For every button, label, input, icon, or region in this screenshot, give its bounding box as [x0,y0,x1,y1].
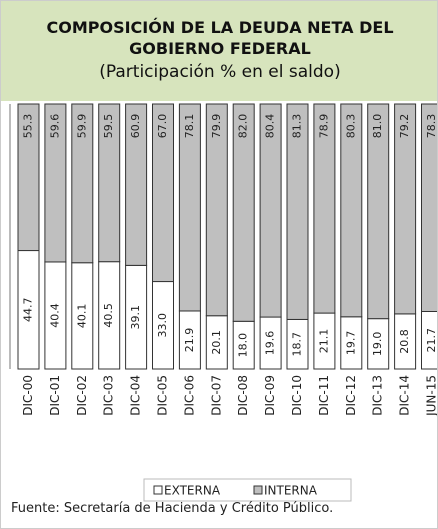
value-label: 81.3 [291,114,304,139]
value-label: 60.9 [129,114,142,139]
chart-title: COMPOSICIÓN DE LA DEUDA NETA DEL GOBIERN… [46,18,394,58]
value-label: 40.1 [75,304,88,329]
value-label: 59.5 [102,114,115,139]
value-label: 82.0 [237,114,250,139]
value-label: 18.7 [291,332,304,357]
bar-segment [178,103,201,312]
value-label: 79.9 [210,114,223,139]
bar-segment [205,103,228,317]
value-label: 40.4 [48,303,61,328]
value-label: 18.0 [237,333,250,358]
x-tick-label: DIC-03 [102,375,116,416]
header: COMPOSICIÓN DE LA DEUDA NETA DEL GOBIERN… [1,1,437,101]
legend-label: EXTERNA [164,484,221,498]
source-note: Fuente: Secretaría de Hacienda y Crédito… [11,501,334,516]
value-label: 19.6 [264,331,277,356]
x-tick-label: DIC-04 [129,375,143,416]
bar-segment [232,103,255,322]
bar-segment [17,103,40,252]
chart-subtitle: (Participación % en el saldo) [99,62,341,82]
bar-segment [125,103,148,266]
x-tick-label: DIC-09 [263,375,277,416]
value-label: 67.0 [156,114,169,139]
value-label: 81.0 [371,114,384,139]
value-label: 19.7 [344,331,357,356]
bar-segment [394,103,417,315]
value-label: 21.9 [183,328,196,353]
x-tick-label: DIC-08 [236,375,250,416]
bar-segment [367,103,390,320]
x-tick-label: DIC-14 [398,375,412,416]
x-tick-label: DIC-13 [371,375,385,416]
value-label: 78.3 [425,114,438,139]
x-tick-label: DIC-02 [75,375,89,416]
value-label: 39.1 [129,305,142,330]
value-label: 21.7 [425,328,438,353]
value-label: 44.7 [22,298,35,323]
x-tick-label: DIC-11 [317,375,331,416]
value-label: 79.2 [398,114,411,139]
legend-label: INTERNA [264,484,318,498]
bar-segment [98,103,121,263]
x-tick-label: DIC-00 [21,375,35,416]
bar-segment [340,103,363,318]
x-tick-label: DIC-05 [156,375,170,416]
value-label: 80.3 [344,114,357,139]
bar-segment [286,103,309,320]
x-tick-label: DIC-01 [48,375,62,416]
value-label: 55.3 [22,114,35,139]
value-label: 80.4 [264,114,277,139]
value-label: 78.9 [317,114,330,139]
value-label: 78.1 [183,114,196,139]
value-label: 59.6 [48,114,61,139]
bar-segment [152,103,174,283]
value-label: 19.0 [371,332,384,357]
value-label: 20.8 [398,329,411,354]
bar-segment [421,103,437,312]
bar-segment [259,103,282,318]
legend-swatch [153,485,163,495]
value-label: 40.5 [102,303,115,328]
x-tick-label: DIC-12 [344,375,358,416]
legend-box [143,478,352,502]
x-tick-label: DIC-06 [182,375,196,416]
value-label: 33.0 [156,313,169,338]
bar-segment [313,103,336,314]
value-label: 21.1 [317,329,330,354]
x-tick-label: DIC-07 [209,375,223,416]
value-label: 59.9 [75,114,88,139]
bar-segment [44,103,67,263]
value-label: 20.1 [210,330,223,355]
x-tick-label: DIC-10 [290,375,304,416]
bar-segment [71,103,94,264]
legend-swatch [253,485,263,495]
x-tick-label: JUN-15 [425,375,438,417]
